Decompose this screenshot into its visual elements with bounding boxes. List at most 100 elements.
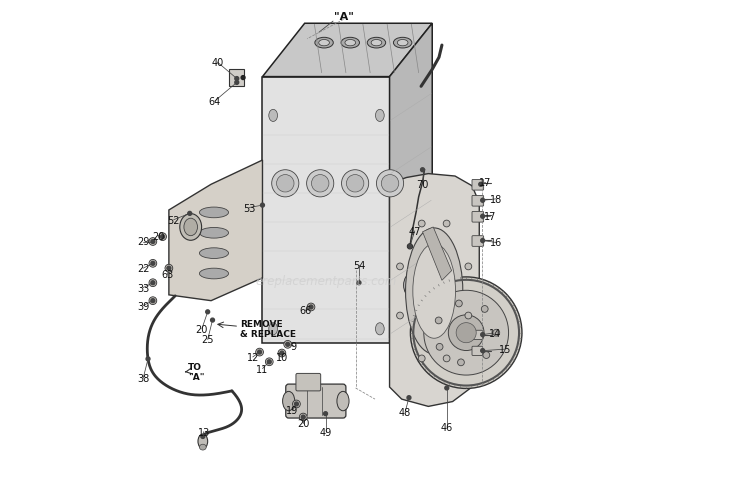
Text: 48: 48 bbox=[399, 408, 411, 417]
Ellipse shape bbox=[180, 214, 202, 241]
FancyBboxPatch shape bbox=[472, 180, 484, 191]
Circle shape bbox=[357, 281, 361, 285]
Text: ereplacementparts.com: ereplacementparts.com bbox=[256, 274, 398, 287]
Circle shape bbox=[419, 221, 425, 227]
Text: 52: 52 bbox=[167, 215, 180, 225]
Circle shape bbox=[376, 170, 404, 197]
Ellipse shape bbox=[200, 269, 229, 279]
Circle shape bbox=[483, 352, 490, 359]
Circle shape bbox=[151, 262, 154, 266]
Circle shape bbox=[311, 175, 329, 193]
Text: 49: 49 bbox=[320, 427, 332, 437]
Circle shape bbox=[443, 221, 450, 227]
Circle shape bbox=[346, 175, 364, 193]
FancyBboxPatch shape bbox=[296, 374, 321, 391]
Text: 20: 20 bbox=[152, 231, 164, 241]
Circle shape bbox=[149, 238, 157, 246]
Circle shape bbox=[481, 349, 484, 353]
Circle shape bbox=[151, 281, 154, 285]
Polygon shape bbox=[262, 77, 389, 344]
Circle shape bbox=[481, 199, 484, 203]
Circle shape bbox=[280, 351, 284, 355]
Ellipse shape bbox=[268, 323, 278, 335]
Circle shape bbox=[167, 267, 171, 271]
Ellipse shape bbox=[394, 38, 412, 49]
Ellipse shape bbox=[198, 434, 208, 449]
Text: 15: 15 bbox=[499, 345, 512, 354]
Text: 19: 19 bbox=[286, 406, 298, 415]
Circle shape bbox=[481, 333, 484, 337]
Ellipse shape bbox=[404, 274, 419, 297]
Polygon shape bbox=[262, 24, 432, 77]
Ellipse shape bbox=[200, 208, 229, 218]
Ellipse shape bbox=[406, 228, 463, 354]
Ellipse shape bbox=[200, 248, 229, 259]
Circle shape bbox=[278, 349, 286, 357]
Text: 40: 40 bbox=[211, 58, 223, 68]
Circle shape bbox=[323, 412, 328, 416]
Text: 13: 13 bbox=[198, 427, 210, 437]
Text: 66: 66 bbox=[299, 306, 312, 316]
Circle shape bbox=[478, 183, 483, 187]
Text: 33: 33 bbox=[137, 283, 149, 293]
Ellipse shape bbox=[200, 444, 206, 450]
Circle shape bbox=[235, 81, 238, 85]
Text: 20: 20 bbox=[297, 419, 310, 428]
Circle shape bbox=[408, 245, 412, 249]
Circle shape bbox=[295, 402, 298, 406]
Circle shape bbox=[456, 323, 476, 343]
Circle shape bbox=[448, 315, 484, 351]
Ellipse shape bbox=[376, 110, 384, 122]
Circle shape bbox=[284, 341, 292, 348]
Text: 47: 47 bbox=[409, 227, 421, 236]
Ellipse shape bbox=[368, 38, 386, 49]
Circle shape bbox=[455, 301, 462, 307]
Circle shape bbox=[424, 291, 508, 375]
Polygon shape bbox=[422, 227, 451, 281]
Circle shape bbox=[465, 263, 472, 270]
Circle shape bbox=[292, 400, 300, 408]
Ellipse shape bbox=[345, 41, 355, 47]
Text: 14: 14 bbox=[489, 328, 502, 338]
Circle shape bbox=[458, 359, 464, 366]
Circle shape bbox=[272, 170, 298, 197]
Circle shape bbox=[201, 435, 205, 439]
Circle shape bbox=[341, 170, 369, 197]
FancyBboxPatch shape bbox=[472, 236, 484, 247]
Circle shape bbox=[299, 413, 307, 421]
FancyBboxPatch shape bbox=[472, 196, 484, 207]
Ellipse shape bbox=[268, 110, 278, 122]
Circle shape bbox=[165, 265, 172, 272]
Text: 20: 20 bbox=[196, 324, 208, 334]
Circle shape bbox=[260, 204, 265, 208]
Circle shape bbox=[266, 358, 273, 366]
Circle shape bbox=[206, 310, 209, 314]
Circle shape bbox=[493, 330, 500, 336]
Polygon shape bbox=[169, 161, 262, 301]
Text: 17: 17 bbox=[484, 212, 496, 222]
Text: "A": "A" bbox=[334, 12, 353, 22]
Circle shape bbox=[445, 386, 448, 390]
Circle shape bbox=[410, 277, 522, 389]
Ellipse shape bbox=[413, 244, 455, 339]
Circle shape bbox=[256, 348, 263, 356]
Circle shape bbox=[481, 215, 484, 219]
Ellipse shape bbox=[200, 228, 229, 239]
Circle shape bbox=[242, 76, 245, 80]
Circle shape bbox=[235, 77, 238, 81]
Circle shape bbox=[482, 306, 488, 313]
Text: 54: 54 bbox=[352, 260, 365, 270]
Circle shape bbox=[188, 212, 192, 216]
FancyBboxPatch shape bbox=[472, 212, 484, 223]
Circle shape bbox=[407, 396, 411, 400]
Text: 25: 25 bbox=[202, 335, 214, 345]
Text: 9: 9 bbox=[290, 341, 296, 351]
Circle shape bbox=[309, 305, 313, 309]
Ellipse shape bbox=[371, 41, 382, 47]
Circle shape bbox=[436, 344, 443, 350]
Circle shape bbox=[286, 343, 290, 347]
Circle shape bbox=[302, 415, 305, 419]
Circle shape bbox=[146, 357, 150, 361]
Circle shape bbox=[421, 168, 424, 172]
Text: 22: 22 bbox=[137, 264, 149, 273]
